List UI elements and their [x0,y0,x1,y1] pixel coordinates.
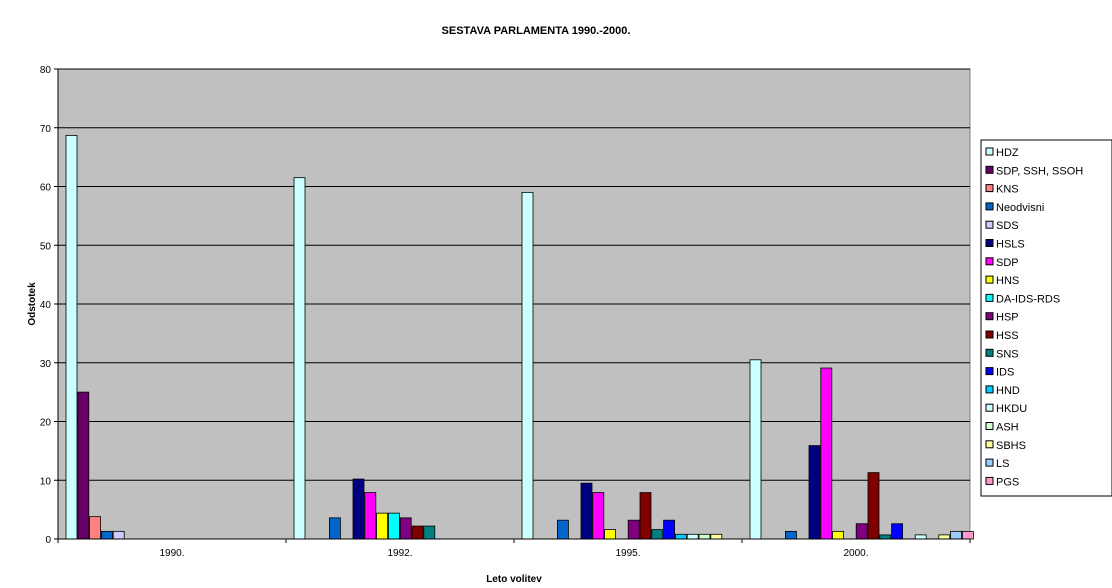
legend-label: DA-IDS-RDS [996,293,1060,305]
legend-swatch [985,440,994,449]
chart-title: SESTAVA PARLAMENTA 1990.-2000. [442,25,631,37]
bar-hsls-1992 [352,478,365,540]
x-axis-title: Leto volitev [486,574,542,585]
bar-neodvisni-2000 [785,530,797,540]
y-tick-label: 40 [40,300,52,311]
bar-neodvisni-1992 [328,517,341,540]
bar-sbhs-1995 [710,533,723,540]
legend: HDZ SDP, SSH, SSOH KNS Neodvisni SDS HSLS SDP H… [980,139,1112,497]
legend-label: LS [996,458,1009,470]
legend-label: Neodvisni [996,202,1044,214]
y-tick-label: 30 [40,359,52,370]
x-tick-label: 2000. [843,548,868,559]
legend-box [980,139,1112,497]
bar-hss-2000 [867,472,880,540]
legend-label: HND [996,385,1020,397]
axes: 0 10 20 30 40 50 60 70 80 1990. 1992. 1995. 2000. [40,65,971,559]
bar-sns-1992 [423,525,436,540]
bar-hns-1995 [604,529,616,540]
legend-label: IDS [996,367,1014,379]
bar-hkdu-1995 [686,533,699,540]
legend-label: HSS [996,330,1019,342]
legend-swatch [985,403,994,412]
legend-swatch [985,312,994,321]
legend-label: KNS [996,184,1019,196]
bar-sdp-1992 [364,492,377,540]
y-tick-label: 0 [45,535,51,546]
legend-label: HNS [996,275,1019,287]
bar-ash-1995 [698,533,711,540]
legend-swatch [985,202,994,211]
x-tick-label: 1990. [159,548,184,559]
bar-ls-2000 [950,530,962,540]
bar-sdp-1995 [592,492,605,540]
legend-swatch [985,422,994,430]
bar-neodvisni-1995 [557,519,569,540]
legend-label: SDP [996,257,1019,269]
legend-swatch [985,476,994,485]
legend-label: SDP, SSH, SSOH [996,165,1083,177]
bar-hsls-2000 [808,445,821,540]
bar-hsp-1995 [627,519,640,540]
legend-label: HSLS [996,239,1025,251]
legend-label: HDZ [996,147,1019,159]
legend-swatch [985,275,994,284]
bar-hsp-2000 [855,523,868,540]
legend-swatch [985,330,994,339]
x-tick-label: 1995. [615,548,640,559]
legend-swatch [985,348,994,357]
bar-hsls-1995 [580,482,593,540]
bar-hdz-1992 [293,177,306,540]
legend-swatch [985,184,994,193]
legend-label: SBHS [996,440,1026,452]
bar-hdz-1995 [521,191,534,540]
bar-hns-1992 [376,512,389,540]
y-tick-label: 50 [40,241,52,252]
bar-hss-1995 [639,492,652,540]
y-tick-label: 60 [40,183,52,194]
bar-ids-2000 [891,523,903,540]
bar-sdp-ssh-ssoh-1990 [77,391,90,540]
legend-swatch [985,385,994,394]
legend-label: PGS [996,476,1019,488]
legend-label: HKDU [996,403,1027,415]
bar-hss-1992 [411,525,424,540]
y-tick-label: 20 [40,418,52,429]
bar-sds-1990 [112,530,125,540]
bar-hnd-1995 [675,533,687,540]
legend-label: ASH [996,422,1019,434]
legend-label: SNS [996,348,1019,360]
legend-swatch [985,257,994,266]
bar-hdz-1990 [65,134,78,540]
bar-sns-1995 [651,529,664,540]
legend-swatch [985,165,994,174]
legend-label: SDS [996,220,1019,232]
bar-sdp-2000 [820,367,833,540]
bar-hns-2000 [832,530,844,540]
bar-pgs-2000 [962,530,974,540]
bar-sns-2000 [879,534,892,540]
legend-swatch [985,220,994,229]
legend-swatch [985,458,994,467]
y-axis-title: Odstotek [27,282,38,326]
bar-ids-1995 [663,519,675,540]
legend-swatch [985,239,994,247]
y-tick-label: 10 [40,476,52,487]
bar-neodvisni-1990 [101,530,113,540]
bar-hkdu-2000 [914,534,927,540]
bar-hsp-1992 [399,517,412,540]
bar-kns-1990 [89,516,101,540]
y-tick-label: 80 [40,65,52,76]
bar-da-ids-rds-1992 [387,512,400,540]
bar-sbhs-2000 [938,534,951,540]
y-tick-label: 70 [40,124,52,135]
legend-swatch [985,293,994,302]
legend-label: HSP [996,312,1019,324]
legend-swatch [985,147,994,156]
legend-swatch [985,367,994,376]
x-tick-label: 1992. [387,548,412,559]
bar-hdz-2000 [749,359,762,540]
